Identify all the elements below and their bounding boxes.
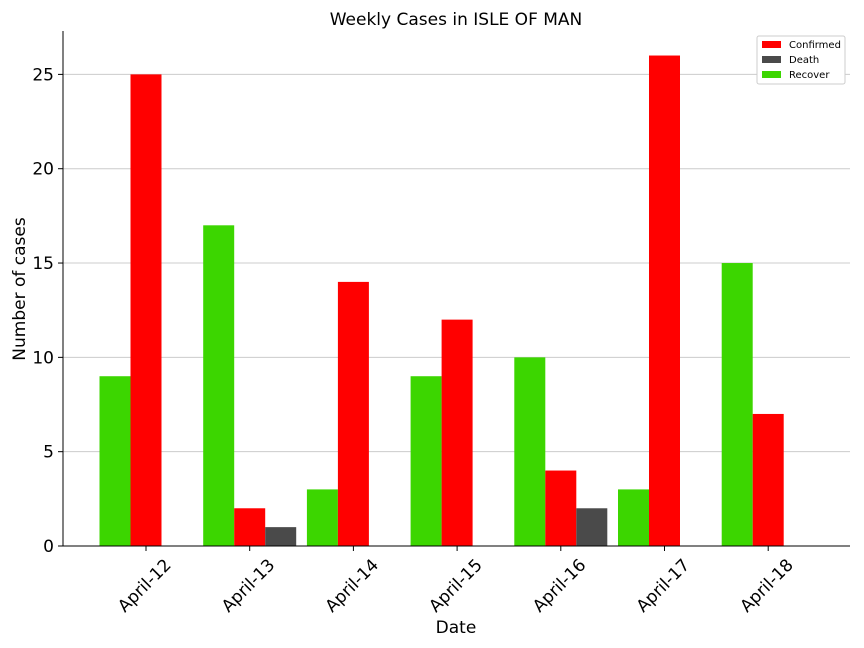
- bar-death: [265, 527, 297, 546]
- x-axis-label: Date: [436, 618, 477, 638]
- y-tick-label: 0: [43, 537, 54, 557]
- bar-recover: [203, 225, 235, 547]
- legend-label-death: Death: [789, 55, 819, 66]
- y-tick-label: 5: [43, 443, 54, 463]
- x-tick-label: April-16: [529, 555, 590, 616]
- grid-lines: [63, 73, 850, 453]
- bar-confirmed: [234, 508, 266, 546]
- legend-label-confirmed: Confirmed: [789, 40, 841, 51]
- bar-recover: [721, 263, 753, 546]
- bar-confirmed: [649, 55, 680, 547]
- x-tick-label: April-18: [736, 555, 797, 616]
- x-tick-label: April-15: [425, 555, 486, 616]
- bar-confirmed: [545, 470, 577, 546]
- y-tick-label: 25: [32, 65, 54, 85]
- bar-confirmed: [130, 74, 162, 546]
- x-tick-label: April-17: [633, 555, 694, 616]
- y-tick-label: 10: [32, 348, 54, 368]
- y-axis-label: Number of cases: [10, 217, 30, 361]
- x-tick-label: April-13: [218, 555, 279, 616]
- bar-death: [576, 508, 608, 546]
- legend-label-recover: Recover: [789, 70, 830, 81]
- legend-swatch-confirmed: [762, 41, 781, 48]
- bar-recover: [514, 357, 546, 546]
- legend-swatch-recover: [762, 71, 781, 78]
- bar-recover: [306, 489, 338, 546]
- legend: Confirmed Death Recover: [756, 35, 846, 85]
- bar-recover: [618, 489, 649, 546]
- bar-confirmed: [337, 281, 369, 546]
- x-tick-label: April-14: [322, 555, 383, 616]
- legend-swatch-death: [762, 56, 781, 63]
- bar-recover: [410, 376, 442, 546]
- axes: [62, 31, 850, 547]
- y-tick-label: 15: [32, 254, 54, 274]
- bar-confirmed: [441, 319, 473, 546]
- bar-recover: [99, 376, 131, 546]
- x-tick-label: April-12: [114, 555, 175, 616]
- bar-confirmed: [752, 413, 784, 546]
- bars: [99, 55, 784, 547]
- y-tick-label: 20: [32, 160, 54, 180]
- chart-title: Weekly Cases in ISLE OF MAN: [330, 10, 583, 30]
- y-ticks: 0 5 10 15 20 25: [32, 65, 63, 557]
- x-ticks: April-12 April-13 April-14 April-15 April-16…: [114, 546, 798, 617]
